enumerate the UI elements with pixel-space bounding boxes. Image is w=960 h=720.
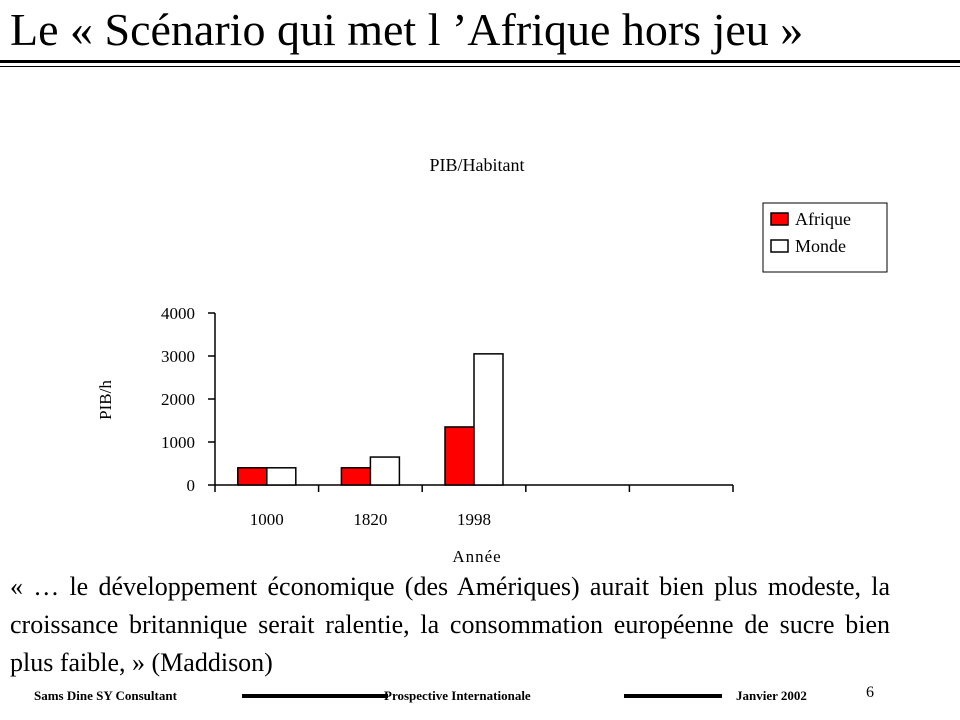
footer-divider xyxy=(624,694,722,698)
bar-afrique-1998 xyxy=(444,426,475,486)
bar-monde-1820 xyxy=(369,456,401,486)
x-tick-label: 1000 xyxy=(250,510,284,529)
y-tick-label: 2000 xyxy=(161,390,195,409)
slide-title: Le « Scénario qui met l ’Afrique hors je… xyxy=(10,4,804,55)
legend-swatch-monde xyxy=(770,239,789,253)
x-axis-label: Année xyxy=(452,547,501,566)
y-tick-label: 1000 xyxy=(161,433,195,452)
legend-label-monde: Monde xyxy=(795,236,846,256)
page-number: 6 xyxy=(866,684,874,701)
legend-swatch-afrique xyxy=(770,212,789,226)
y-tick-label: 0 xyxy=(187,476,196,495)
y-tick-label: 3000 xyxy=(161,347,195,366)
y-axis-label: PIB/h xyxy=(96,380,115,420)
x-tick-label: 1998 xyxy=(457,510,491,529)
footer-author: Sams Dine SY Consultant xyxy=(34,688,177,703)
x-tick-label: 1820 xyxy=(353,510,387,529)
footer-center: Prospective Internationale xyxy=(384,688,531,703)
footer: Sams Dine SY Consultant Prospective Inte… xyxy=(0,684,960,706)
title-underline-thin xyxy=(0,66,960,67)
bar-afrique-1820 xyxy=(340,467,372,486)
bar-monde-1000 xyxy=(266,467,297,486)
chart-title: PIB/Habitant xyxy=(430,155,525,175)
bar-afrique-1000 xyxy=(237,467,268,486)
bar-chart: PIB/Habitant 0 1000 2000 3000 4000 1000 1820 199… xyxy=(96,155,888,566)
legend-label-afrique: Afrique xyxy=(795,209,851,229)
footer-date: Janvier 2002 xyxy=(736,688,807,703)
footer-divider xyxy=(242,694,388,698)
y-tick-label: 4000 xyxy=(161,304,195,323)
maddison-quote: « … le développement économique (des Amé… xyxy=(10,572,890,677)
bar-monde-1998 xyxy=(473,353,504,486)
title-underline xyxy=(0,60,960,63)
